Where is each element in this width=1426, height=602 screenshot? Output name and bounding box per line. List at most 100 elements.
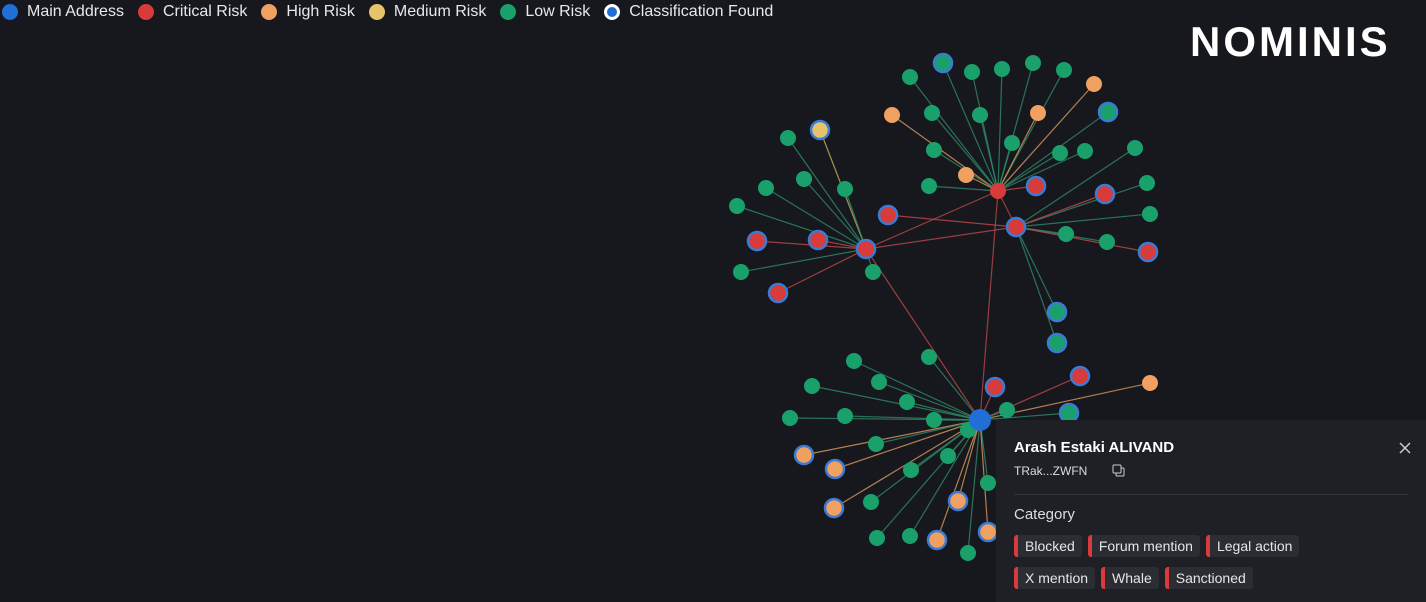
edge xyxy=(1015,226,1149,253)
node xyxy=(733,264,749,280)
node xyxy=(884,107,900,123)
node xyxy=(1046,332,1068,354)
edge xyxy=(1015,147,1136,228)
edge xyxy=(803,178,867,250)
node xyxy=(958,167,974,183)
legend: Main Address Critical Risk High Risk Medium… xyxy=(2,3,773,21)
node xyxy=(1046,301,1068,323)
address: TRak...ZWFN xyxy=(1014,464,1088,478)
legend-label: Low Risk xyxy=(525,3,591,20)
logo: NOMINIS xyxy=(1190,18,1391,65)
node xyxy=(1077,143,1093,159)
node xyxy=(868,436,884,452)
node xyxy=(899,394,915,410)
legend-label: Medium Risk xyxy=(393,3,487,20)
node xyxy=(871,374,887,390)
edge xyxy=(787,137,867,250)
legend-marker xyxy=(2,4,18,20)
edge xyxy=(865,248,981,421)
node xyxy=(824,458,846,480)
node xyxy=(1142,375,1158,391)
edge xyxy=(878,381,981,421)
legend-marker xyxy=(261,4,278,20)
node xyxy=(729,198,745,214)
node xyxy=(809,119,831,141)
legend-item: Classification Found xyxy=(604,3,773,21)
node xyxy=(980,475,996,491)
close-button[interactable] xyxy=(1399,442,1411,454)
legend-item: Medium Risk xyxy=(368,3,487,21)
category-tag: Legal action xyxy=(1205,535,1300,557)
node xyxy=(837,408,853,424)
node xyxy=(999,402,1015,418)
node xyxy=(780,130,796,146)
node xyxy=(793,444,815,466)
divider xyxy=(1014,494,1408,495)
legend-item: Main Address xyxy=(2,3,124,21)
category-tag: X mention xyxy=(1014,567,1096,589)
legend-label: Critical Risk xyxy=(162,3,248,20)
edge xyxy=(997,150,1086,192)
node xyxy=(990,183,1006,199)
category-tag: Blocked xyxy=(1014,535,1082,557)
node xyxy=(902,69,918,85)
legend-item: Critical Risk xyxy=(137,3,248,21)
node xyxy=(940,448,956,464)
node xyxy=(1139,175,1155,191)
edge xyxy=(777,248,867,294)
edge xyxy=(875,419,981,445)
node xyxy=(758,180,774,196)
edge xyxy=(803,419,981,456)
edge xyxy=(844,188,867,250)
edge xyxy=(1015,213,1151,228)
edge xyxy=(942,62,999,192)
node xyxy=(1058,226,1074,242)
edge xyxy=(997,112,1039,192)
edge xyxy=(909,419,981,537)
category-label: Category xyxy=(1014,506,1075,523)
edge xyxy=(967,419,981,554)
node xyxy=(869,530,885,546)
category-tag: Sanctioned xyxy=(1164,567,1253,589)
node xyxy=(767,282,789,304)
node xyxy=(972,107,988,123)
node xyxy=(804,378,820,394)
edge xyxy=(765,187,867,250)
edge xyxy=(957,419,981,502)
node xyxy=(1005,216,1027,238)
node xyxy=(863,494,879,510)
node xyxy=(1030,105,1046,121)
node xyxy=(926,529,948,551)
category-tag: Forum mention xyxy=(1087,535,1200,557)
node xyxy=(1142,206,1158,222)
panel-title: Arash Estaki ALIVAND xyxy=(1014,439,1175,456)
node xyxy=(924,105,940,121)
edge xyxy=(928,185,999,192)
node xyxy=(846,353,862,369)
node xyxy=(926,142,942,158)
edge xyxy=(979,412,1070,421)
edge xyxy=(844,415,981,421)
node xyxy=(977,521,999,543)
node xyxy=(1025,175,1047,197)
node xyxy=(1127,140,1143,156)
node xyxy=(932,52,954,74)
legend-marker xyxy=(604,4,621,20)
edge xyxy=(740,248,867,273)
legend-marker xyxy=(368,4,385,20)
node xyxy=(1056,62,1072,78)
node xyxy=(964,64,980,80)
legend-marker xyxy=(500,4,517,20)
copy-icon[interactable] xyxy=(1112,464,1126,478)
edge xyxy=(834,419,981,470)
node xyxy=(947,490,969,512)
edge xyxy=(997,142,1013,192)
edge xyxy=(736,205,867,250)
node xyxy=(960,545,976,561)
node xyxy=(921,178,937,194)
node xyxy=(1094,183,1116,205)
node xyxy=(984,376,1006,398)
node xyxy=(746,230,768,252)
detail-panel: Arash Estaki ALIVAND TRak...ZWFN Categor… xyxy=(996,420,1426,602)
edge xyxy=(931,112,999,192)
